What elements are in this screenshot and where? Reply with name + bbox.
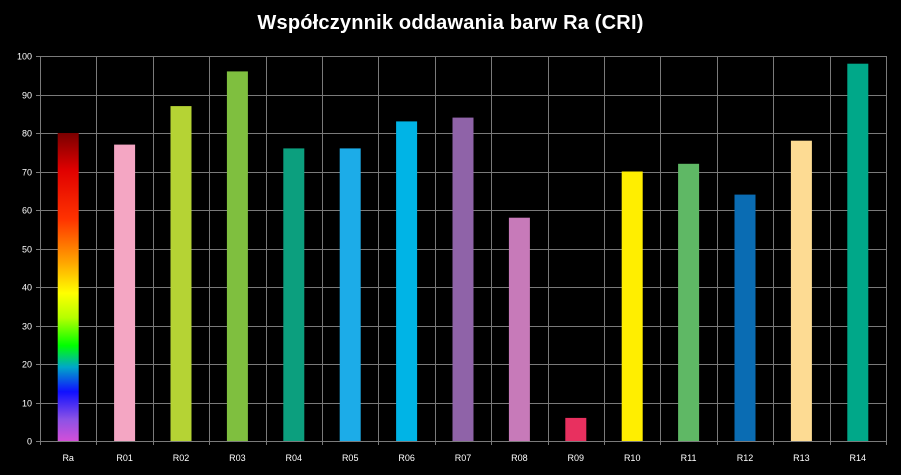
bar-r02: [170, 106, 192, 441]
bar-r12: [734, 194, 756, 441]
y-tick-label: 20: [22, 360, 32, 370]
bar-r08: [508, 217, 530, 441]
y-tick-label: 30: [22, 322, 32, 332]
x-tick-label-r13: R13: [793, 453, 810, 463]
bar-ra: [57, 133, 79, 441]
bar-r10: [621, 171, 643, 441]
bar-r06: [396, 121, 418, 442]
x-tick-label-r08: R08: [511, 453, 528, 463]
bar-r14: [847, 63, 869, 441]
x-tick-label-r02: R02: [173, 453, 190, 463]
x-tick-label-r09: R09: [568, 453, 585, 463]
x-tick-label-ra: Ra: [62, 453, 74, 463]
y-tick-label: 90: [22, 91, 32, 101]
x-tick-label-r05: R05: [342, 453, 359, 463]
x-tick-label-r12: R12: [737, 453, 754, 463]
bar-r07: [452, 117, 474, 441]
x-tick-label-r04: R04: [286, 453, 303, 463]
x-tick-label-r14: R14: [850, 453, 867, 463]
bar-r13: [790, 140, 812, 441]
y-tick-label: 0: [27, 437, 32, 447]
x-tick-label-r06: R06: [398, 453, 415, 463]
bar-r05: [339, 148, 361, 441]
y-tick-label: 60: [22, 206, 32, 216]
y-tick-label: 40: [22, 283, 32, 293]
bar-r09: [565, 417, 587, 441]
x-tick-label-r03: R03: [229, 453, 246, 463]
x-tick-label-r01: R01: [116, 453, 133, 463]
y-tick-label: 10: [22, 399, 32, 409]
chart-title: Współczynnik oddawania barw Ra (CRI): [257, 12, 644, 34]
x-tick-label-r07: R07: [455, 453, 472, 463]
x-tick-label-r11: R11: [681, 453, 697, 463]
bar-r01: [114, 144, 136, 441]
x-tick-label-r10: R10: [624, 453, 641, 463]
y-tick-label: 70: [22, 168, 32, 178]
bar-r11: [678, 163, 700, 442]
y-tick-label: 100: [17, 52, 32, 62]
bar-r03: [226, 71, 248, 442]
y-tick-label: 50: [22, 245, 32, 255]
y-tick-label: 80: [22, 129, 32, 139]
bar-r04: [283, 148, 305, 441]
